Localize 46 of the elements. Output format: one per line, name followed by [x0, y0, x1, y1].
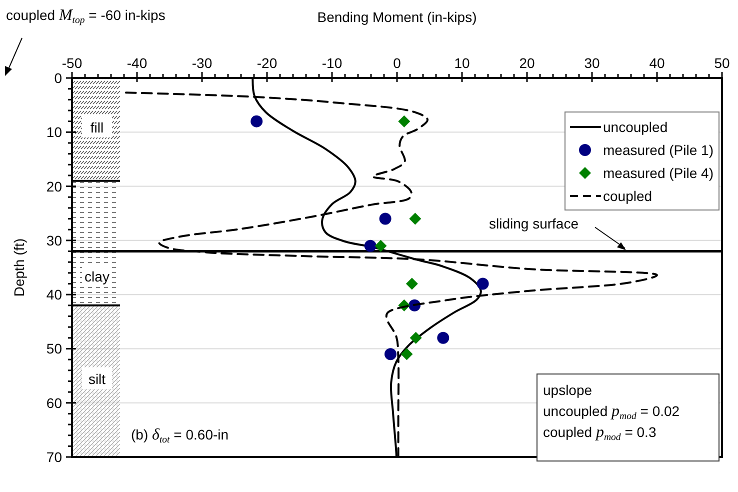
annotation: upslope	[543, 382, 592, 398]
y-tick-label: 0	[54, 70, 62, 86]
x-tick-label: -40	[126, 55, 148, 71]
x-tick-label: -50	[62, 55, 82, 71]
band-label: fill	[90, 119, 104, 136]
point	[410, 332, 422, 344]
y-tick-label: 10	[46, 124, 62, 140]
point	[409, 212, 422, 225]
annotation: uncoupled p$_{mod}$ = 0.02	[543, 403, 680, 422]
point	[384, 348, 396, 360]
y-tick-label: 50	[46, 340, 62, 357]
x-tick-label: 30	[584, 55, 600, 71]
annotation: (b) δ$_{tot}$ = 0.60-in	[131, 426, 229, 446]
x-axis-title: Bending Moment (in-kips)	[317, 9, 477, 25]
point	[398, 115, 410, 128]
point	[374, 240, 387, 252]
ref-line-label: sliding surface	[489, 215, 579, 232]
x-tick-label: 10	[454, 55, 470, 71]
x-tick-label: -10	[322, 55, 342, 71]
y-tick-label: 70	[46, 449, 62, 465]
x-tick-label: 40	[649, 55, 665, 71]
legend-label: coupled	[603, 188, 652, 204]
text: coupled M$_{top}$ = -60 in-kips	[6, 7, 166, 26]
legend-label: measured (Pile 4)	[603, 165, 714, 181]
y-tick-label: 40	[46, 286, 62, 303]
x-tick-label: 0	[393, 55, 402, 71]
legend-label: uncoupled	[603, 119, 668, 135]
x-tick-label: -20	[256, 55, 278, 71]
y-tick-label: 30	[46, 232, 62, 248]
point	[437, 332, 450, 344]
y-tick-label: 20	[46, 178, 62, 194]
point	[406, 278, 418, 290]
x-tick-label: 50	[714, 55, 730, 71]
x-tick-label: 20	[519, 55, 535, 71]
annotation: coupled p$_{mod}$ = 0.3	[543, 424, 656, 443]
y-axis-title: Depth (ft)	[11, 238, 27, 297]
point	[250, 115, 263, 128]
y-tick-label: 60	[46, 394, 62, 411]
band-label: silt	[88, 371, 106, 388]
point	[476, 278, 489, 290]
point	[400, 348, 413, 360]
legend-label: measured (Pile 1)	[603, 142, 714, 158]
band-label: clay	[84, 268, 110, 284]
point	[364, 240, 376, 252]
point	[379, 212, 392, 225]
x-tick-label: -30	[192, 55, 212, 71]
